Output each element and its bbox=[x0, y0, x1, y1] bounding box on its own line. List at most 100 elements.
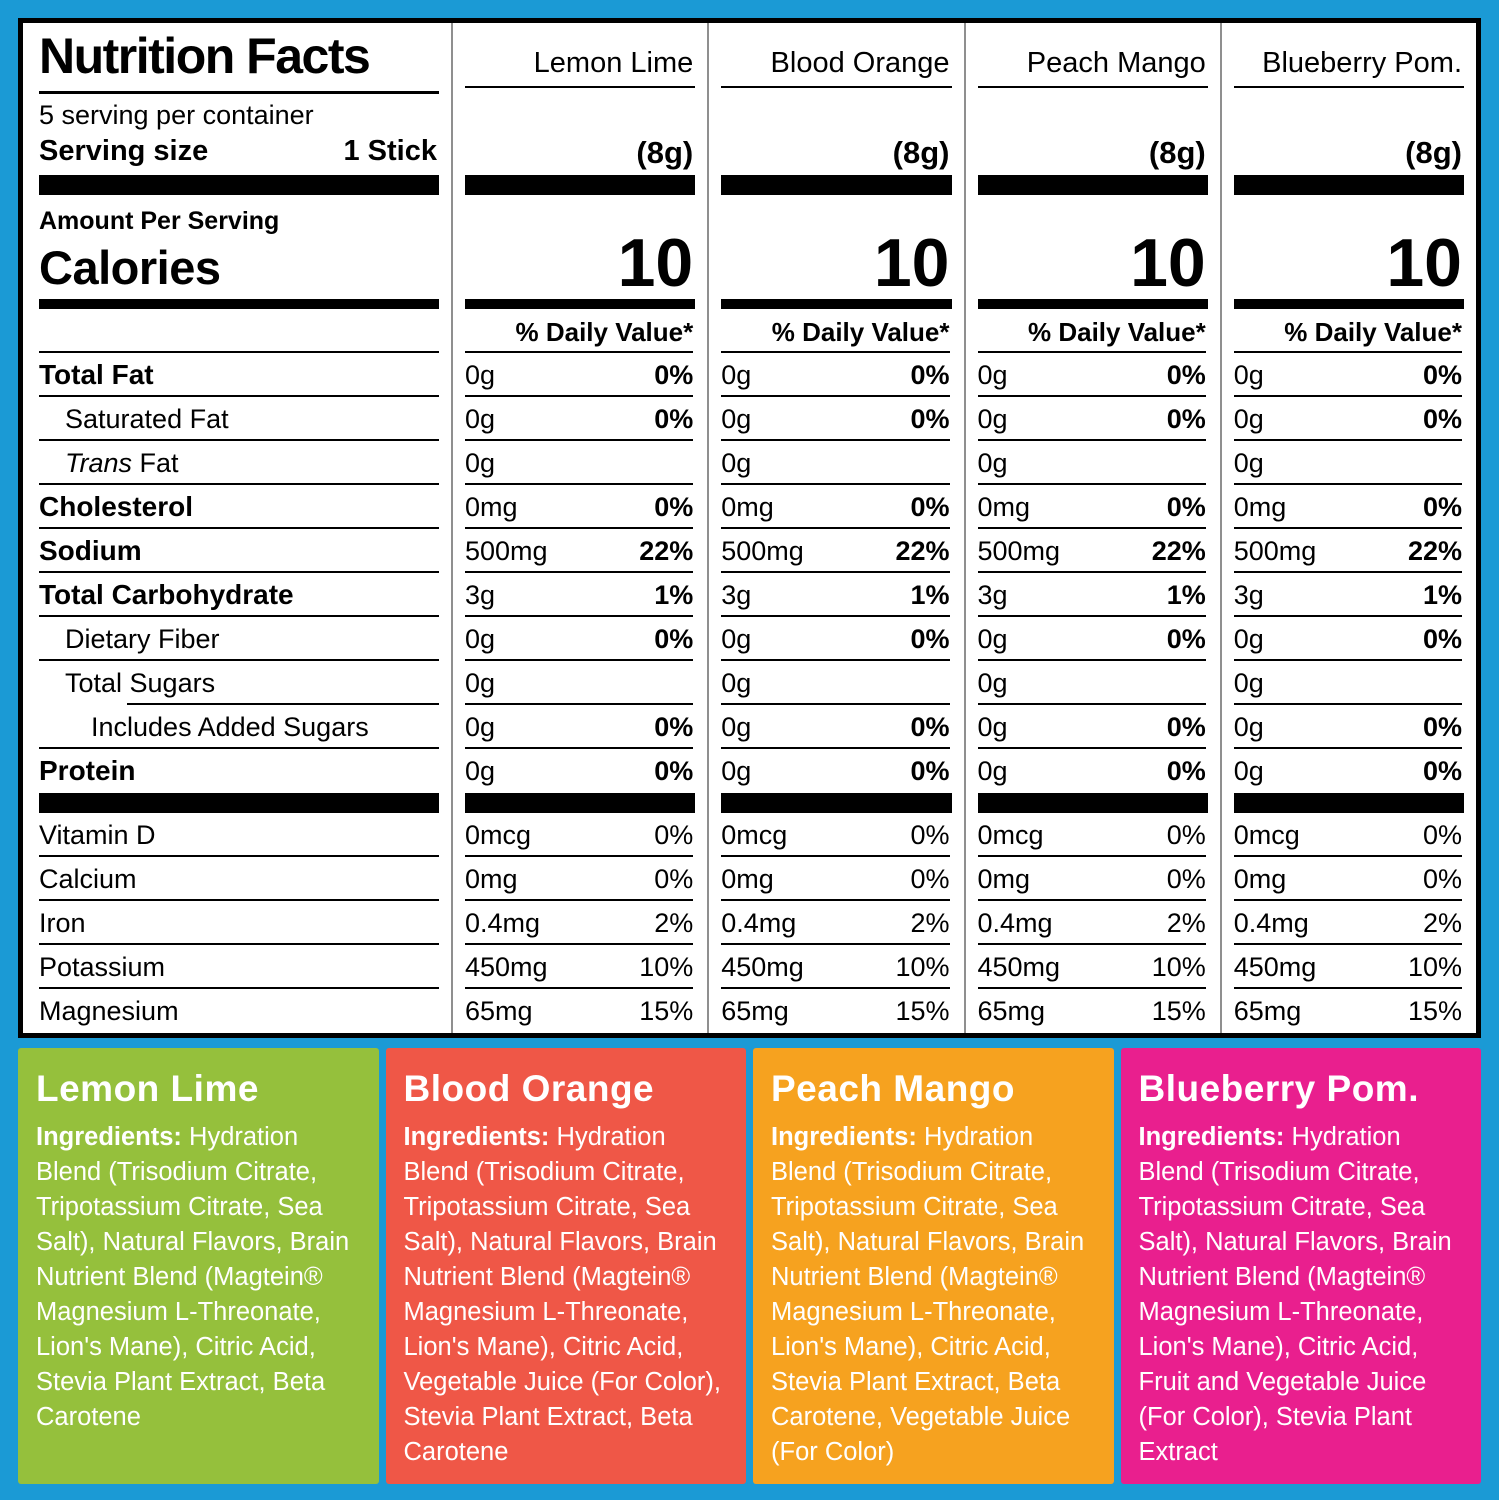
row-separator bbox=[465, 351, 694, 353]
amount-value: 0g bbox=[977, 667, 1008, 698]
flavor-panel-blueberry-pom: Blueberry Pom. Ingredients: Hydration Bl… bbox=[1120, 1048, 1481, 1484]
value-wrap: 0g 0% bbox=[966, 617, 1220, 661]
daily-value: 15% bbox=[1151, 995, 1206, 1026]
value-wrap: 0g 0% bbox=[1222, 397, 1476, 441]
row-separator bbox=[39, 483, 439, 485]
row-separator bbox=[39, 527, 439, 529]
flavor-header-cell: Blueberry Pom. (8g) bbox=[1219, 23, 1476, 175]
nutrient-value-cell: 0g 0% bbox=[963, 705, 1220, 749]
value-wrap: 0mcg 0% bbox=[1222, 813, 1476, 857]
daily-value: 1% bbox=[910, 579, 950, 610]
row-separator bbox=[977, 855, 1206, 857]
black-bar bbox=[465, 175, 696, 195]
flavor-name: Peach Mango bbox=[1026, 47, 1206, 79]
row-separator bbox=[465, 615, 694, 617]
ingredients-text: Hydration Blend (Trisodium Citrate, Trip… bbox=[1138, 1123, 1452, 1466]
value-wrap: 0g bbox=[453, 661, 707, 705]
nutrient-label-cell: Magnesium bbox=[23, 989, 451, 1033]
flavor-panel-title: Peach Mango bbox=[771, 1068, 1015, 1109]
divider-bar-cell bbox=[963, 793, 1220, 813]
nutrient-label-cell: Vitamin D bbox=[23, 813, 451, 857]
daily-value: 0% bbox=[654, 711, 694, 742]
row-separator bbox=[1233, 899, 1462, 901]
nutrient-value-cell: 65mg 15% bbox=[963, 989, 1220, 1033]
daily-value: 0% bbox=[654, 863, 694, 894]
ingredients-label: Ingredients: bbox=[36, 1123, 182, 1151]
daily-value: 1% bbox=[1422, 579, 1462, 610]
row-separator bbox=[977, 483, 1206, 485]
row-separator bbox=[721, 943, 950, 945]
daily-value: 2% bbox=[654, 907, 694, 938]
ingredients-label: Ingredients: bbox=[1138, 1123, 1285, 1151]
nutrient-value-cell: 65mg 15% bbox=[451, 989, 708, 1033]
daily-value: 0% bbox=[1422, 755, 1462, 786]
row-separator bbox=[1233, 747, 1462, 749]
nutrient-value-cell: 500mg 22% bbox=[963, 529, 1220, 573]
value-wrap: 0g 0% bbox=[709, 617, 963, 661]
amount-value: 450mg bbox=[977, 951, 1061, 982]
nutrient-value-cell: 3g 1% bbox=[707, 573, 964, 617]
amount-value: 0g bbox=[721, 711, 752, 742]
value-wrap: 3g 1% bbox=[966, 573, 1220, 617]
value-wrap: 0g 0% bbox=[453, 749, 707, 793]
row-separator bbox=[39, 987, 439, 989]
nutrient-value-cell: 0g 0% bbox=[963, 397, 1220, 441]
nutrient-value-cell: 0.4mg 2% bbox=[451, 901, 708, 945]
daily-value: 0% bbox=[1166, 403, 1206, 434]
daily-value: 2% bbox=[1166, 907, 1206, 938]
value-wrap: 0g 0% bbox=[1222, 353, 1476, 397]
daily-value: 22% bbox=[895, 535, 950, 566]
row-separator bbox=[1233, 439, 1462, 441]
flavor-name-rule bbox=[1233, 86, 1464, 88]
daily-value: 0% bbox=[910, 711, 950, 742]
row-separator bbox=[977, 439, 1206, 441]
nutrient-label-wrap: Iron bbox=[23, 901, 451, 945]
amount-value: 0mg bbox=[977, 863, 1031, 894]
row-separator bbox=[977, 943, 1206, 945]
nutrient-value-cell: 450mg 10% bbox=[707, 945, 964, 989]
nutrient-value-cell: 0g 0% bbox=[451, 749, 708, 793]
daily-value: 0% bbox=[1422, 819, 1462, 850]
nutrient-label-cell: Includes Added Sugars bbox=[23, 705, 451, 749]
row-separator bbox=[977, 395, 1206, 397]
row-separator bbox=[721, 439, 950, 441]
divider-bar-cell bbox=[451, 793, 708, 813]
row-separator bbox=[39, 943, 439, 945]
nutrient-label-wrap: Total Sugars bbox=[23, 661, 451, 705]
value-wrap: 0g 0% bbox=[709, 353, 963, 397]
nutrient-value-cell: 0g 0% bbox=[1219, 705, 1476, 749]
flavor-ingredients: Ingredients: Hydration Blend (Trisodium … bbox=[771, 1120, 1096, 1470]
flavor-header-cell: Peach Mango (8g) bbox=[963, 23, 1220, 175]
daily-value: 0% bbox=[910, 359, 950, 390]
row-separator bbox=[721, 855, 950, 857]
row-separator bbox=[1233, 483, 1462, 485]
amount-value: 65mg bbox=[1233, 995, 1302, 1026]
row-separator bbox=[1233, 351, 1462, 353]
amount-value: 450mg bbox=[465, 951, 548, 982]
row-separator bbox=[721, 987, 950, 989]
daily-value-header: % Daily Value* bbox=[1284, 317, 1462, 347]
value-wrap: 0g 0% bbox=[709, 705, 963, 749]
nutrient-value-cell: 0mg 0% bbox=[451, 857, 708, 901]
nutrient-label-wrap: Total Fat bbox=[23, 353, 451, 397]
value-wrap: 0g 0% bbox=[453, 705, 707, 749]
divider-bar-cell bbox=[707, 793, 964, 813]
value-wrap: 65mg 15% bbox=[453, 989, 707, 1033]
nutrient-label-wrap: Protein bbox=[23, 749, 451, 793]
amount-value: 0g bbox=[1233, 711, 1264, 742]
row-separator bbox=[39, 615, 439, 617]
amount-value: 0.4mg bbox=[465, 907, 541, 938]
divider-bar-cell bbox=[23, 793, 451, 813]
amount-value: 0mg bbox=[977, 491, 1031, 522]
nutrient-value-cell: 3g 1% bbox=[963, 573, 1220, 617]
nutrient-value-cell: 0mg 0% bbox=[707, 857, 964, 901]
black-bar bbox=[1233, 175, 1464, 195]
black-bar bbox=[1233, 299, 1464, 309]
serving-size-label: Serving size bbox=[39, 135, 209, 167]
dv-header-spacer bbox=[23, 309, 451, 353]
row-separator bbox=[1233, 527, 1462, 529]
row-separator bbox=[465, 439, 694, 441]
divider-bar-cell bbox=[707, 175, 964, 195]
amount-value: 65mg bbox=[465, 995, 533, 1026]
value-wrap: 0.4mg 2% bbox=[453, 901, 707, 945]
